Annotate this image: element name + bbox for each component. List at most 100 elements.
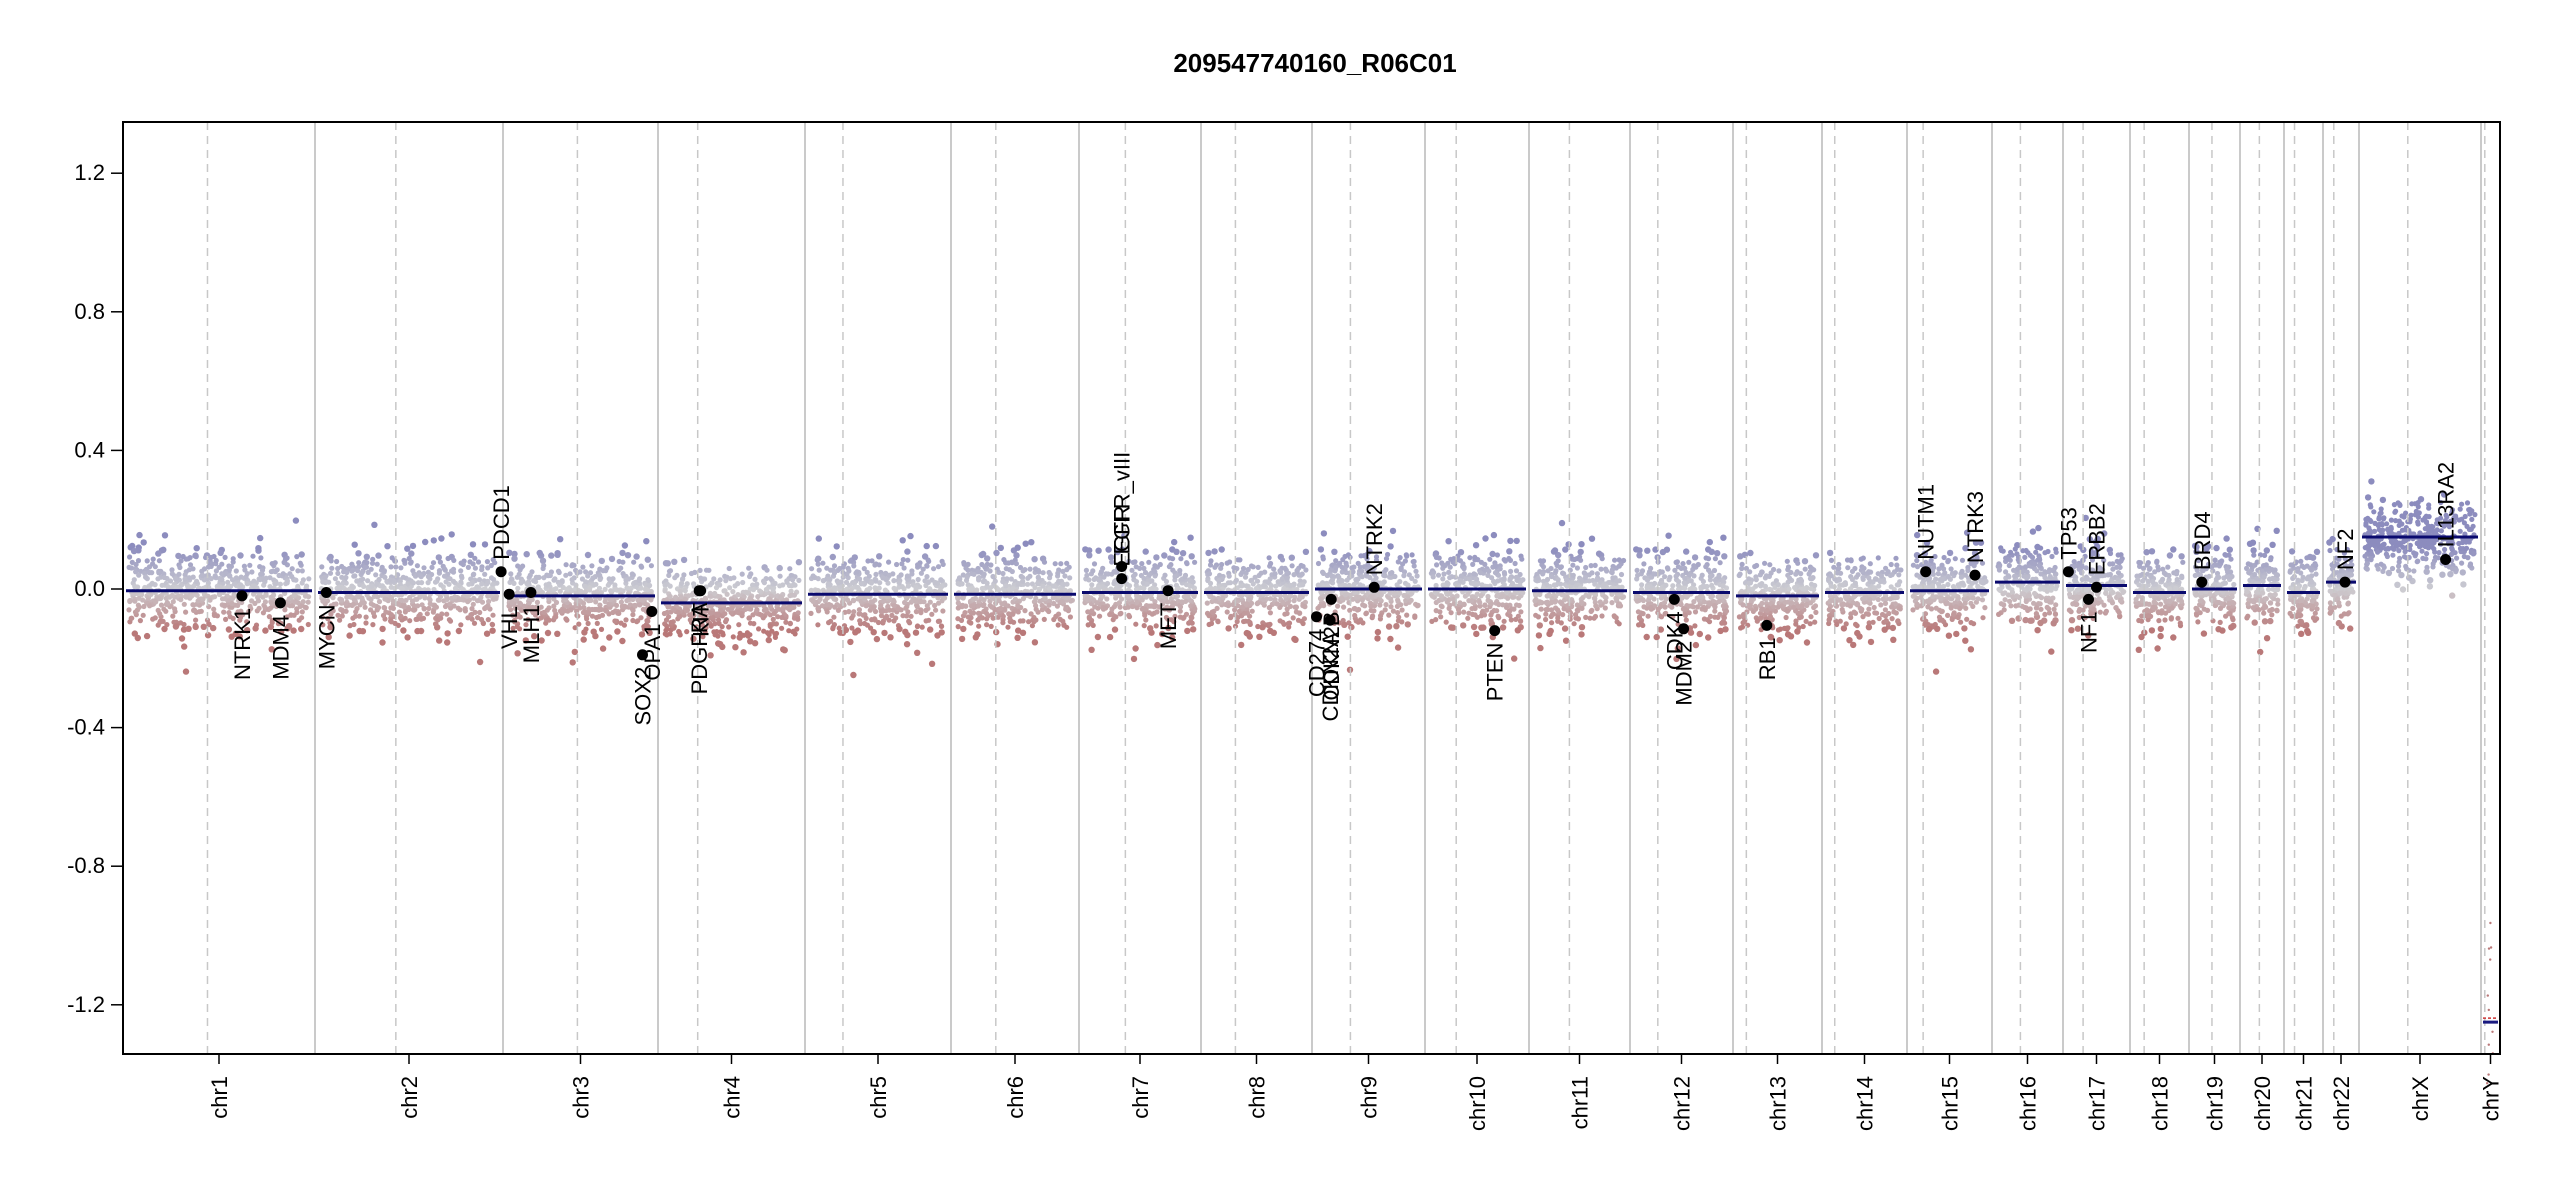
probe-point — [223, 616, 229, 623]
probe-point — [539, 589, 546, 596]
probe-point — [436, 568, 443, 574]
probe-point — [1025, 575, 1031, 581]
probe-point — [1339, 577, 1345, 584]
probe-point — [1562, 546, 1569, 553]
probe-point — [364, 560, 370, 566]
probe-point — [796, 577, 802, 584]
probe-point — [200, 596, 206, 602]
probe-point — [140, 612, 146, 618]
probe-point — [260, 610, 266, 616]
probe-point — [375, 552, 382, 559]
probe-point — [351, 597, 357, 603]
probe-point — [712, 590, 718, 597]
probe-point — [730, 589, 736, 595]
probe-point — [598, 590, 605, 596]
probe-point — [1241, 610, 1247, 616]
probe-point — [1242, 574, 1249, 580]
probe-point — [827, 576, 833, 582]
probe-point — [1390, 608, 1396, 614]
probe-point — [227, 573, 233, 579]
probe-point — [1041, 616, 1047, 623]
probe-point — [1098, 569, 1104, 575]
probe-point — [269, 561, 275, 567]
probe-point — [582, 589, 589, 595]
probe-point — [1603, 599, 1609, 605]
probe-point — [1543, 607, 1549, 613]
probe-point — [152, 564, 158, 570]
probe-point — [191, 607, 198, 613]
probe-point — [707, 593, 713, 599]
probe-point — [1089, 582, 1095, 588]
probe-point — [212, 594, 218, 600]
probe-point — [471, 595, 477, 601]
probe-point — [863, 603, 869, 609]
probe-point — [471, 571, 477, 577]
probe-point — [140, 539, 147, 546]
probe-point — [1363, 611, 1369, 617]
probe-point — [1447, 575, 1453, 581]
probe-point — [1054, 603, 1060, 609]
probe-point — [1616, 621, 1622, 627]
probe-point — [1134, 605, 1140, 611]
probe-point — [938, 577, 944, 583]
probe-point — [960, 625, 967, 633]
probe-point — [219, 577, 225, 583]
probe-point — [343, 601, 349, 607]
probe-point — [593, 614, 600, 621]
probe-point — [1224, 609, 1230, 615]
probe-point — [1238, 583, 1244, 589]
probe-point — [355, 550, 362, 557]
probe-point — [1188, 553, 1195, 560]
probe-point — [847, 638, 854, 646]
probe-point — [1653, 633, 1660, 641]
probe-point — [390, 598, 396, 604]
probe-point — [1485, 597, 1491, 604]
probe-point — [557, 536, 564, 543]
probe-point — [335, 570, 341, 577]
probe-point — [158, 602, 165, 608]
probe-point — [1535, 632, 1543, 639]
probe-point — [1482, 561, 1488, 568]
probe-point — [1342, 592, 1349, 598]
probe-point — [178, 597, 184, 603]
probe-point — [1184, 627, 1191, 635]
probe-point — [556, 569, 562, 576]
probe-point — [593, 599, 599, 605]
probe-point — [987, 568, 993, 574]
probe-point — [1560, 612, 1566, 618]
probe-point — [602, 607, 609, 614]
probe-point — [335, 580, 341, 586]
probe-point — [442, 603, 449, 610]
probe-point — [672, 575, 678, 581]
probe-point — [569, 659, 576, 666]
probe-point — [438, 535, 445, 542]
probe-point — [979, 585, 985, 592]
probe-point — [149, 570, 155, 576]
probe-point — [1086, 615, 1092, 622]
probe-point — [590, 628, 597, 635]
probe-point — [328, 558, 334, 564]
probe-point — [417, 627, 425, 635]
probe-point — [208, 554, 214, 561]
probe-point — [1548, 607, 1555, 613]
probe-point — [484, 559, 490, 565]
probe-point — [626, 597, 632, 603]
probe-point — [349, 583, 355, 589]
probe-point — [1125, 593, 1132, 599]
probe-point — [256, 576, 262, 582]
probe-point — [525, 617, 531, 623]
probe-point — [640, 597, 646, 603]
probe-point — [1513, 574, 1519, 580]
probe-point — [1206, 571, 1213, 577]
probe-point — [481, 541, 489, 548]
probe-point — [404, 545, 411, 552]
probe-point — [618, 599, 625, 605]
probe-points-chr2 — [318, 521, 500, 666]
probe-point — [295, 568, 301, 574]
probe-point — [425, 574, 431, 580]
probe-point — [1588, 608, 1594, 615]
probe-point — [1153, 554, 1160, 561]
probe-point — [1317, 546, 1325, 553]
probe-point — [1300, 620, 1306, 627]
probe-point — [1722, 620, 1728, 626]
